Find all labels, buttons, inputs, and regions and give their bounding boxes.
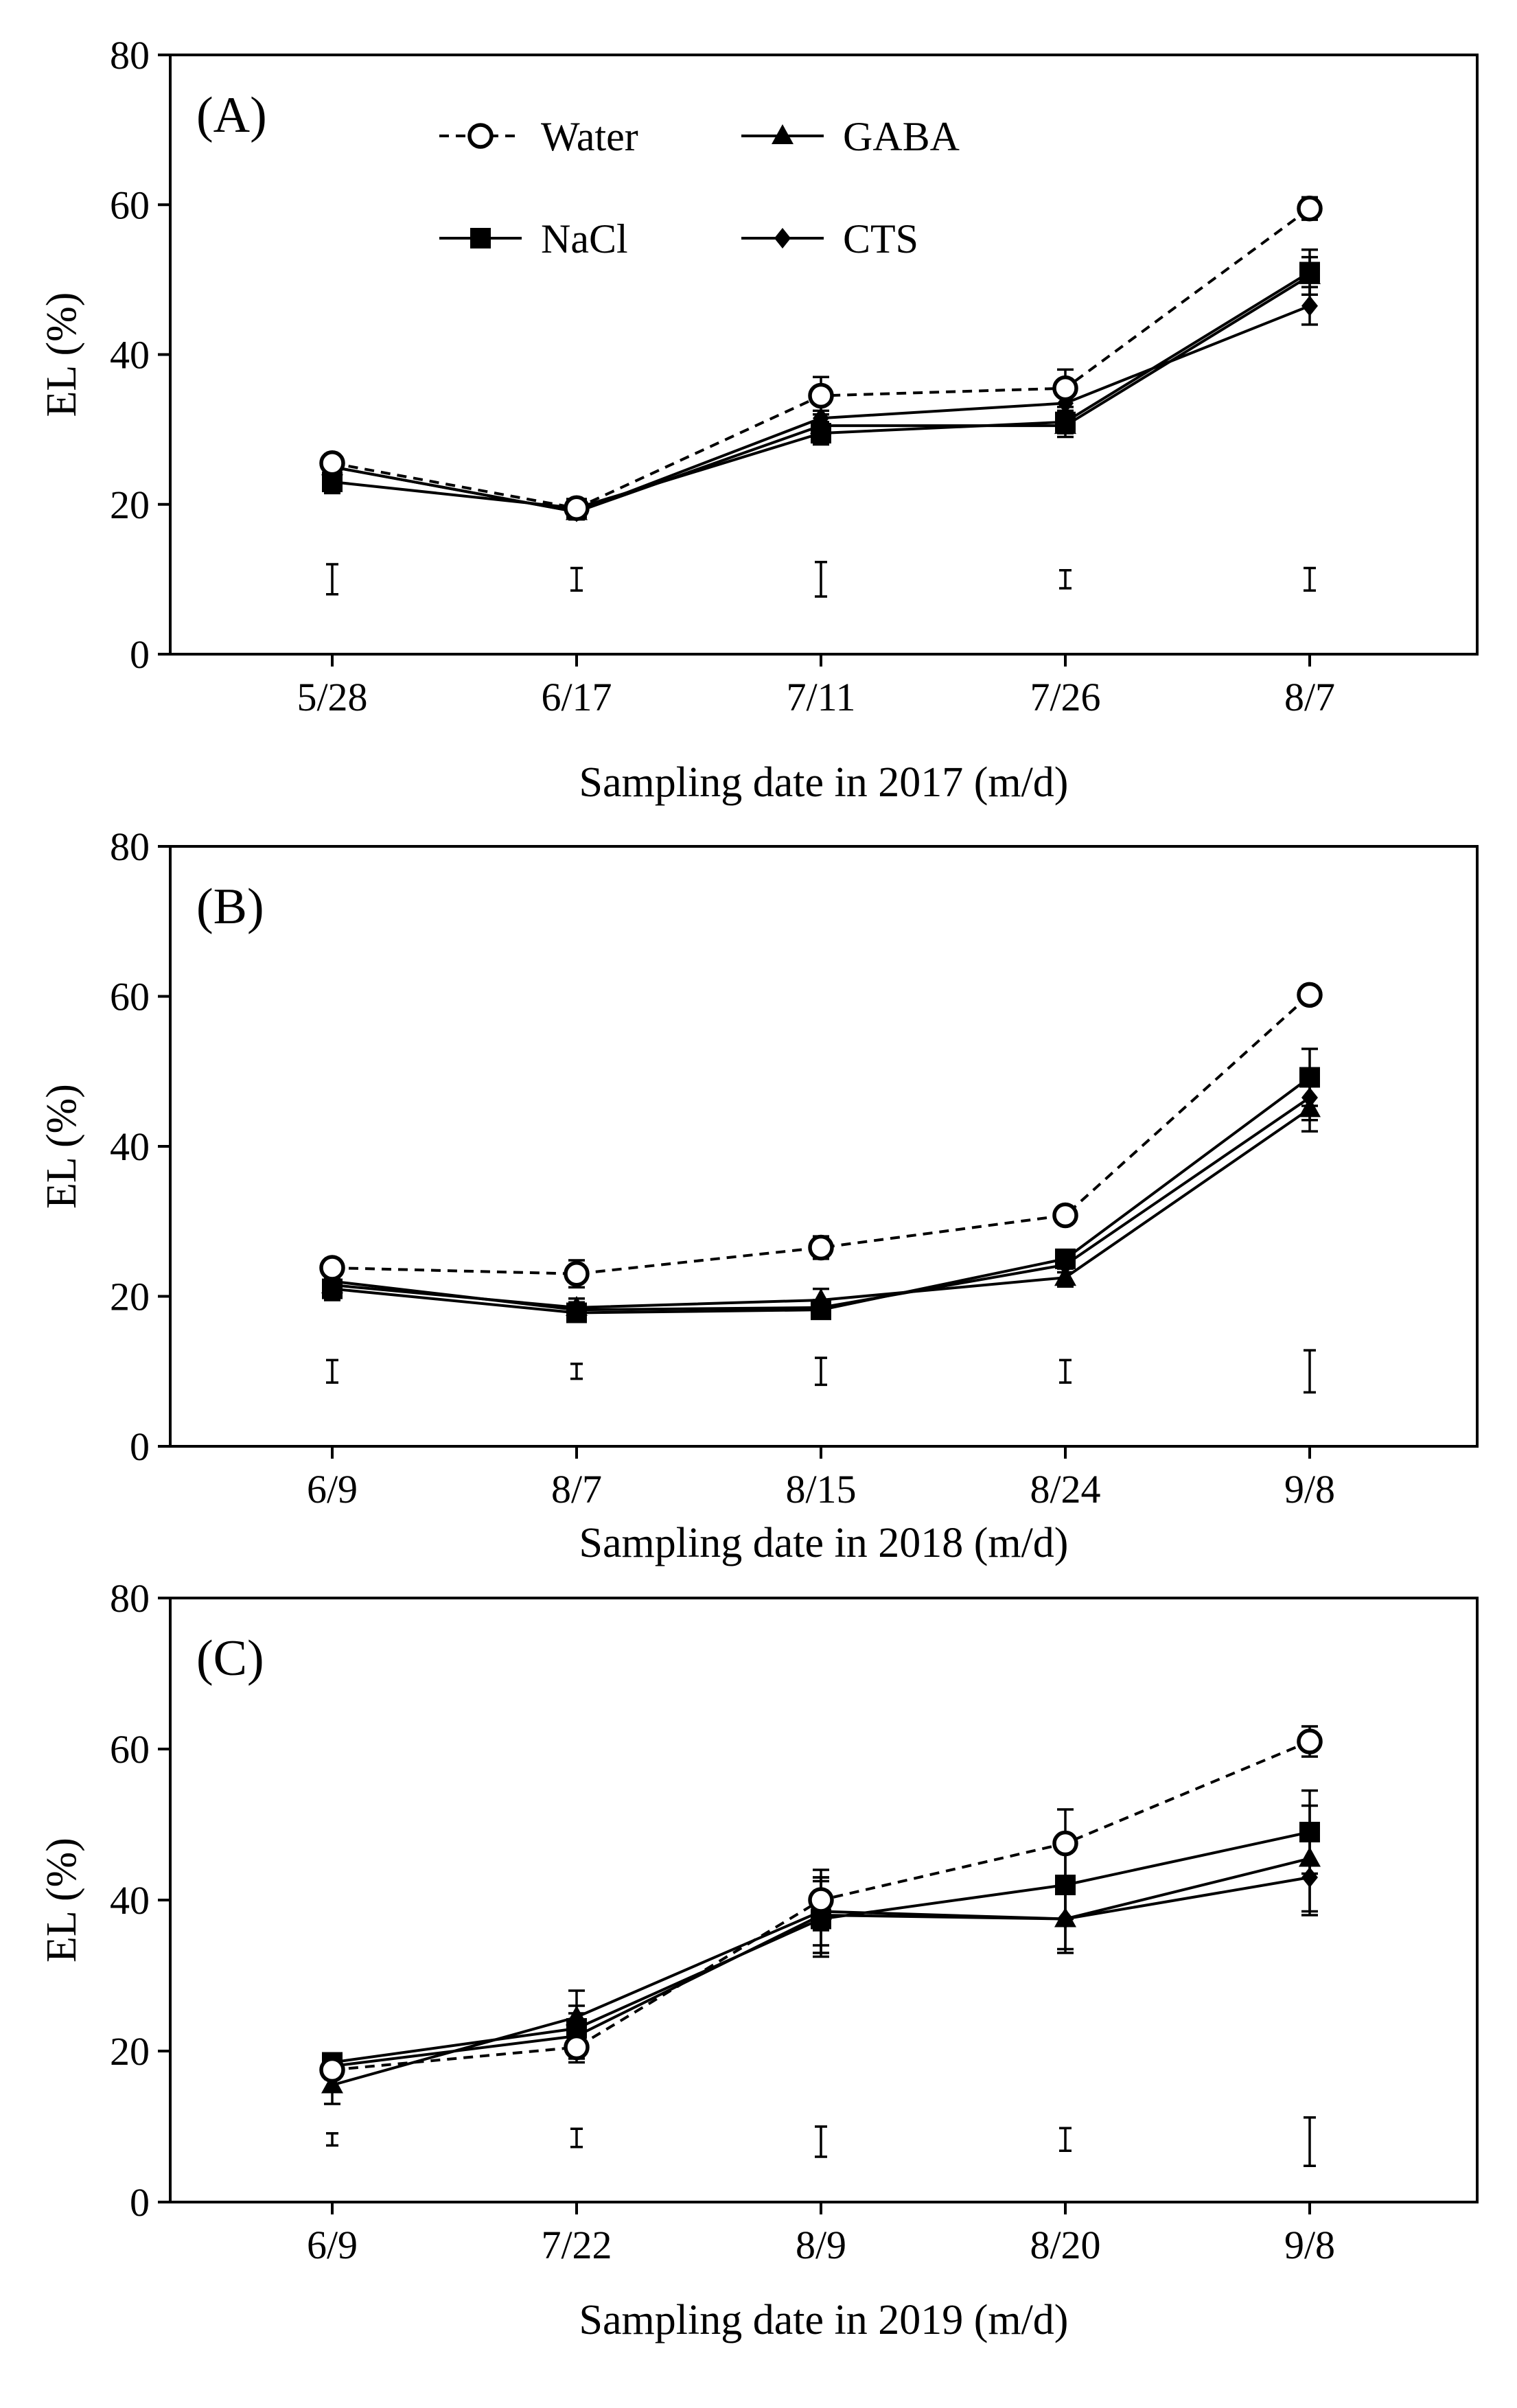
data-point-nacl [1299,1067,1320,1088]
y-tick-label: 60 [110,183,150,227]
x-tick-label: 9/8 [1284,2223,1335,2267]
data-point-nacl [1299,1822,1320,1842]
data-point-cts [1301,295,1318,316]
data-point-water [1052,375,1078,402]
plot-frame [169,845,1479,1448]
legend-marker-nacl [470,228,491,248]
data-point-water [808,1234,834,1261]
y-tick-label: 40 [110,333,150,378]
y-tick-label: 80 [110,824,150,869]
x-tick-label: 8/7 [551,1467,602,1512]
data-point-water [564,1260,590,1287]
legend-label-cts: CTS [843,216,918,262]
y-tick-label: 60 [110,1727,150,1772]
y-tick-label: 40 [110,1878,150,1923]
y-tick-label: 0 [130,632,150,677]
y-tick-label: 0 [130,1424,150,1469]
data-point-water [319,1255,345,1281]
x-tick-label: 7/11 [787,675,856,719]
panel-label: (C) [196,1630,264,1687]
x-tick-label: 6/9 [307,2223,358,2267]
x-tick-label: 8/7 [1284,675,1335,719]
y-axis-title: EL (%) [38,1838,85,1963]
data-point-nacl [1055,411,1076,432]
x-tick-label: 8/15 [785,1467,856,1512]
legend-label-gaba: GABA [843,114,960,159]
y-tick-label: 20 [110,2029,150,2074]
data-point-water [808,1887,834,1913]
y-tick-label: 0 [130,2180,150,2225]
data-point-nacl [811,423,831,444]
panel-label: (B) [196,879,264,935]
legend-label-nacl: NaCl [541,216,628,262]
data-point-water [1052,1202,1078,1229]
chart-panel-3: 0 20 40 60 80 6/9 7/22 8/9 8/20 9/8 Sampling date … [38,1576,1479,2343]
x-tick-label: 7/26 [1030,675,1100,719]
x-tick-label: 5/28 [297,675,367,719]
data-point-nacl [322,1278,343,1299]
series-line-water [332,207,1311,510]
y-tick-label: 20 [110,1275,150,1319]
x-tick-label: 8/24 [1030,1467,1100,1512]
legend-marker-water [467,123,494,149]
data-point-gaba [321,2073,343,2094]
data-point-water [319,2057,345,2083]
y-tick-label: 20 [110,483,150,527]
data-point-nacl [1299,262,1320,283]
legend: Water GABA NaCl CTS [439,114,960,262]
series-line-cts [332,1096,1311,1312]
x-tick-label: 6/9 [307,1467,358,1512]
data-point-gaba [1054,1266,1076,1286]
series-line-water [332,993,1311,1275]
x-axis-title: Sampling date in 2018 (m/d) [579,1520,1069,1566]
y-tick-label: 60 [110,975,150,1019]
legend-marker-gaba [772,124,794,144]
data-point-water [1297,982,1323,1008]
data-point-nacl [1055,1248,1076,1269]
data-point-water [564,495,590,521]
x-tick-label: 8/9 [796,2223,846,2267]
y-tick-label: 80 [110,33,150,78]
data-point-water [808,382,834,409]
data-point-water [1297,1728,1323,1755]
data-point-nacl [566,1302,587,1323]
plot-frame [169,54,1479,656]
x-tick-label: 7/22 [541,2223,612,2267]
x-axis-title: Sampling date in 2019 (m/d) [579,2297,1069,2343]
x-axis-title: Sampling date in 2017 (m/d) [579,759,1069,806]
data-point-gaba [1299,1097,1321,1118]
x-tick-label: 9/8 [1284,1467,1335,1512]
chart-panel-1: 0 20 40 60 80 5/28 6/17 7/11 7/26 8/7 Sampling dat… [38,33,1479,806]
data-point-water [1052,1830,1078,1857]
chart-panel-2: 0 20 40 60 80 6/9 8/7 8/15 8/24 9/8 Sampling date … [38,824,1479,1566]
data-point-water [1297,195,1323,222]
y-axis-title: EL (%) [38,292,85,417]
y-tick-label: 40 [110,1124,150,1169]
y-tick-label: 80 [110,1576,150,1621]
series-line-nacl [332,1076,1311,1315]
data-point-water [319,450,345,476]
data-point-nacl [811,1299,831,1321]
legend-marker-cts [774,228,791,248]
series-line-gaba [332,1107,1311,1309]
x-tick-label: 8/20 [1030,2223,1100,2267]
x-tick-label: 6/17 [541,675,612,719]
panel-label: (A) [196,87,267,143]
y-axis-title: EL (%) [38,1084,85,1209]
data-point-water [564,2034,590,2061]
legend-label-water: Water [541,114,638,159]
